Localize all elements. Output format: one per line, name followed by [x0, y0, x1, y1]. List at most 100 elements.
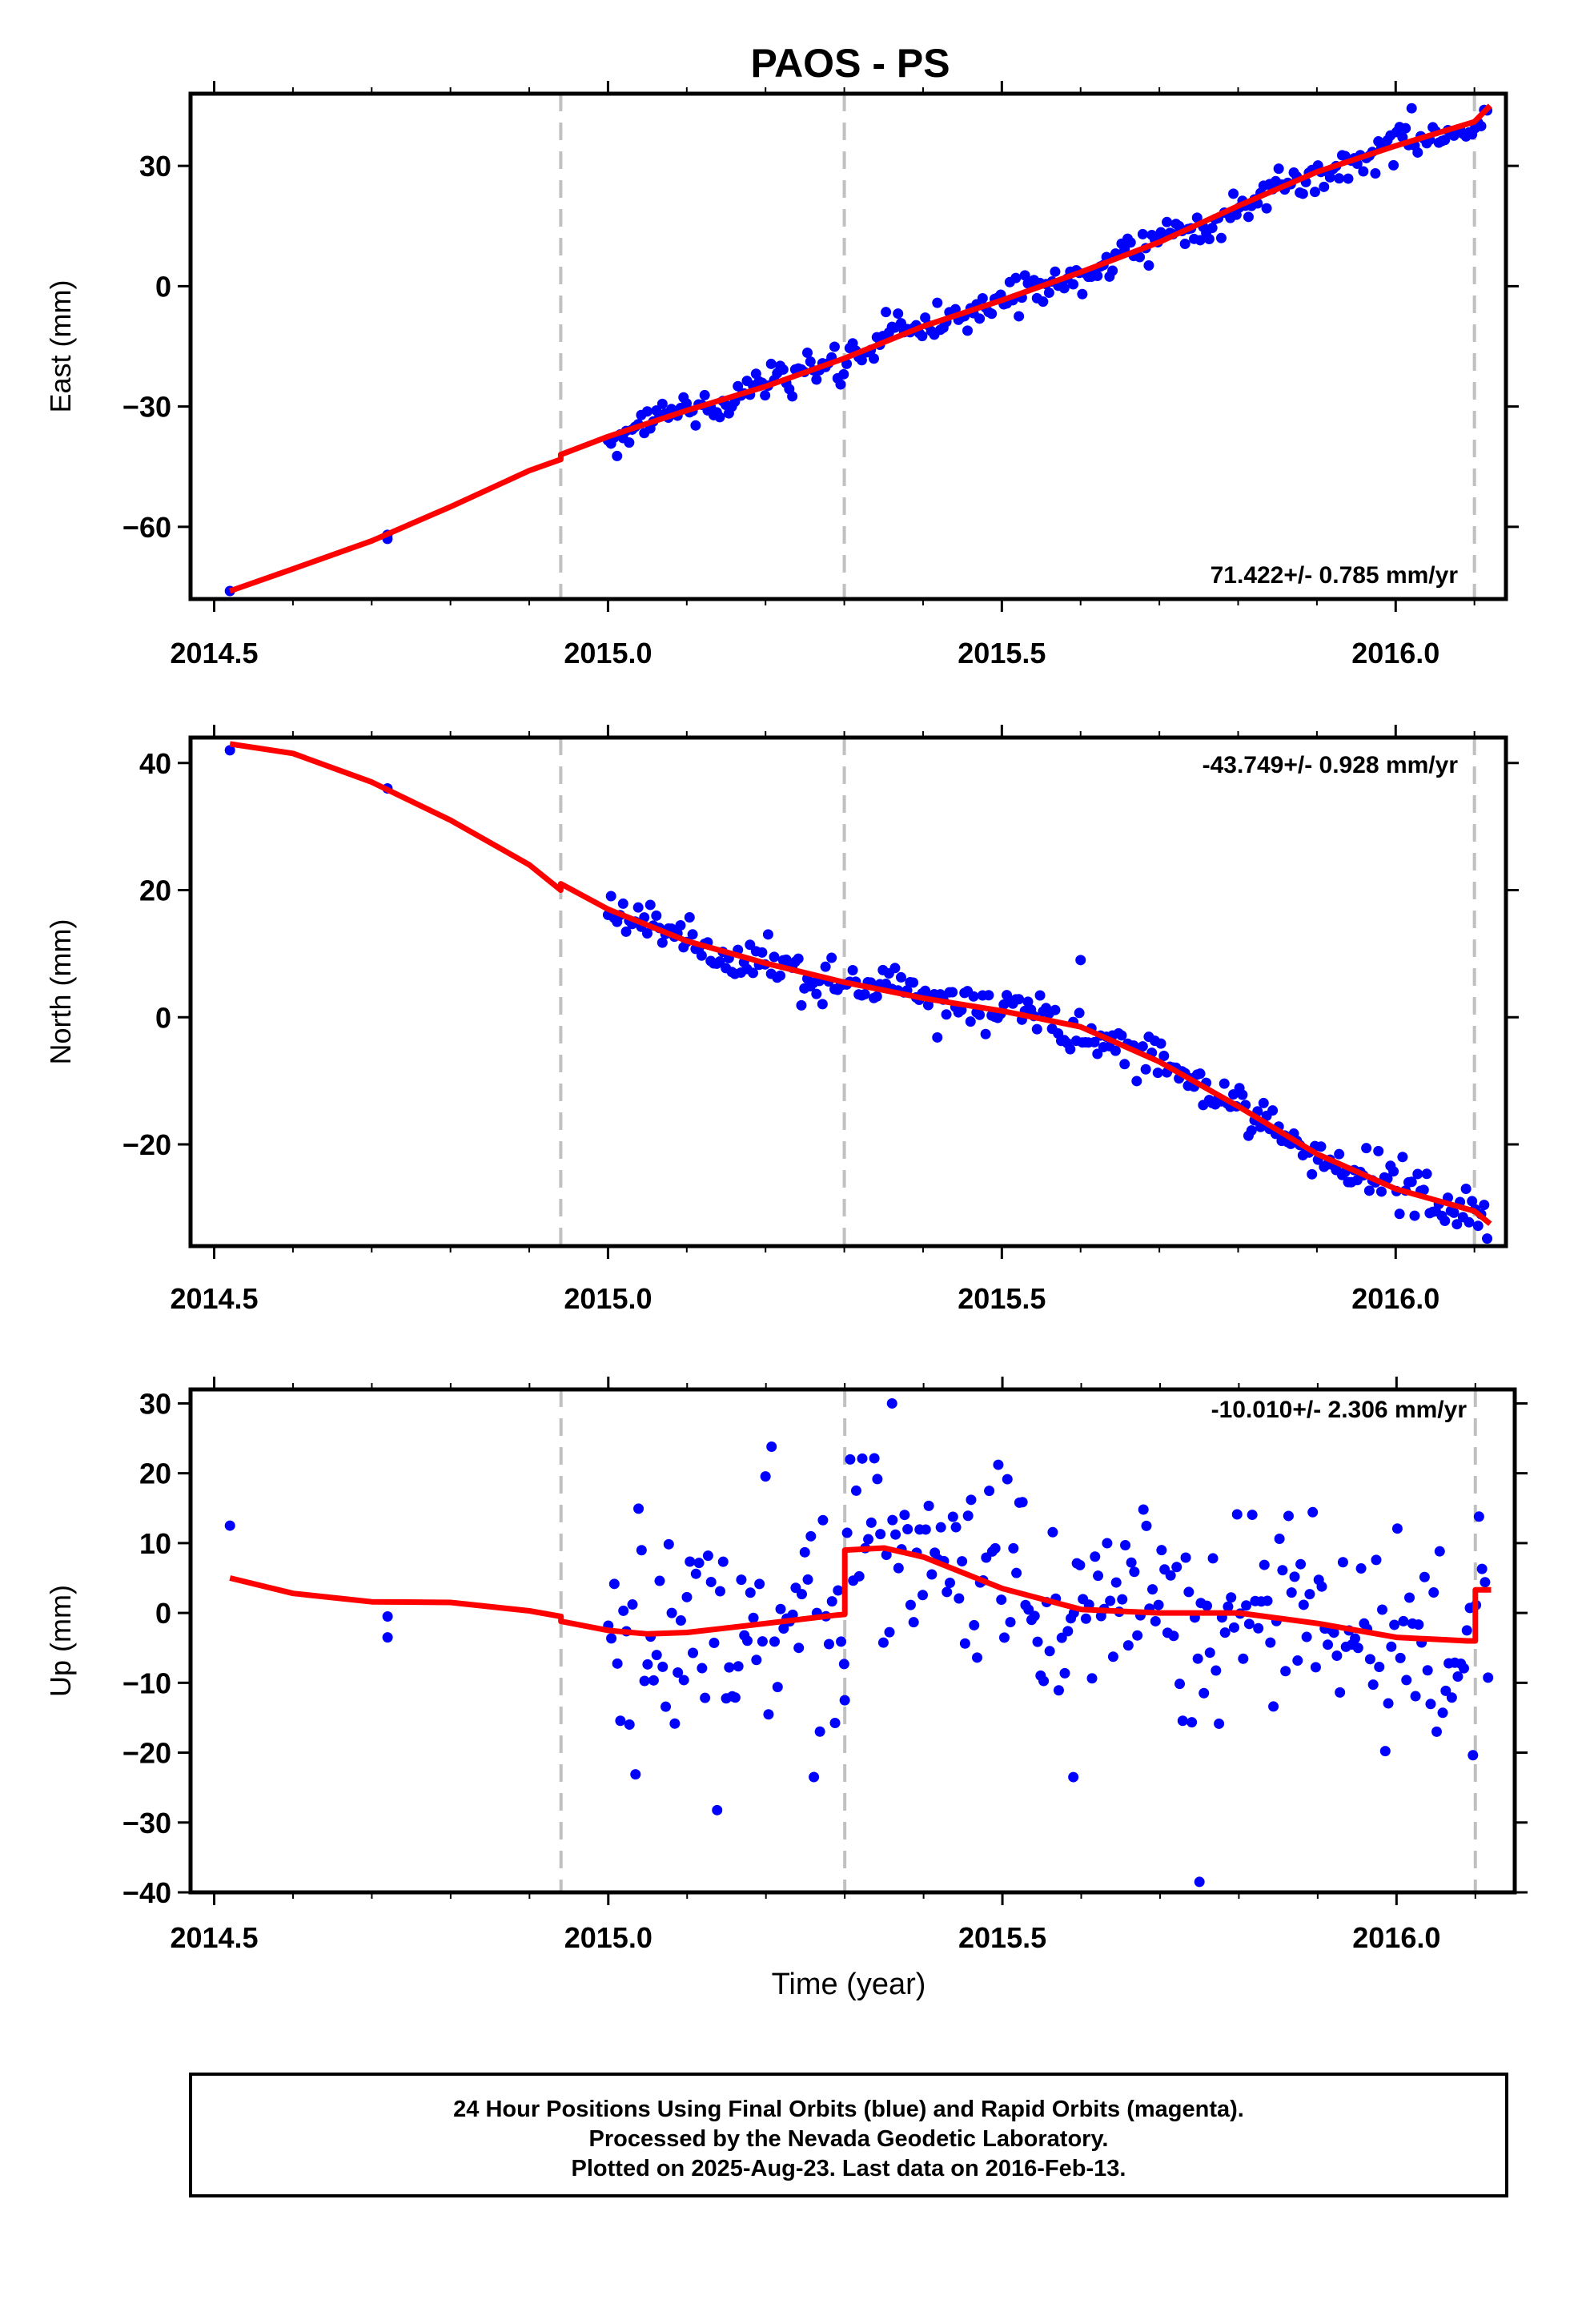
- data-point: [1207, 223, 1218, 234]
- data-point: [633, 1503, 644, 1514]
- data-point: [1273, 163, 1284, 175]
- data-point: [920, 985, 931, 996]
- data-point: [1238, 1653, 1249, 1664]
- y-tick-label: 10: [139, 1527, 171, 1560]
- data-point: [941, 1009, 952, 1020]
- data-point: [754, 1578, 765, 1590]
- figure-title: PAOS - PS: [750, 41, 950, 86]
- north-panel: 2014.5 2015.0 2015.5 2016.0 −20 0 20 40 North (m…: [44, 725, 1519, 1315]
- data-point: [1068, 279, 1079, 290]
- data-point: [1155, 1038, 1166, 1049]
- data-point: [675, 1615, 686, 1626]
- data-point: [642, 1659, 653, 1670]
- data-point: [1010, 272, 1022, 283]
- x-tick-label: 2015.5: [958, 1921, 1046, 1954]
- data-point: [661, 1701, 672, 1712]
- data-point: [675, 919, 686, 931]
- data-point: [1237, 1089, 1248, 1100]
- data-point: [1377, 1604, 1388, 1615]
- data-point: [969, 1619, 980, 1630]
- data-point: [1337, 1557, 1348, 1568]
- data-point: [1379, 1746, 1391, 1757]
- data-point: [1038, 296, 1049, 308]
- data-point: [681, 1591, 693, 1602]
- data-point: [1038, 1675, 1050, 1687]
- data-point: [1440, 1685, 1452, 1696]
- data-point: [1383, 1698, 1394, 1709]
- data-point: [811, 988, 822, 999]
- data-point: [681, 398, 693, 409]
- data-point: [947, 987, 958, 998]
- data-point: [1307, 1168, 1318, 1180]
- data-point: [1002, 1474, 1013, 1485]
- data-point: [1080, 1613, 1091, 1624]
- data-point: [1214, 1718, 1225, 1729]
- data-point: [1316, 1581, 1327, 1592]
- data-point: [1277, 1565, 1288, 1576]
- east-panel: 2014.5 2015.0 2015.5 2016.0 −60 −30 0 30 East (m…: [44, 81, 1519, 669]
- data-point: [690, 420, 701, 431]
- y-tick-label: 30: [139, 1387, 171, 1420]
- data-point: [1289, 1571, 1300, 1582]
- data-point: [865, 1517, 877, 1528]
- data-point: [796, 1589, 807, 1600]
- data-point: [805, 1530, 817, 1542]
- data-point: [838, 368, 849, 380]
- y-tick-label: −40: [122, 1876, 171, 1909]
- data-point: [636, 1545, 647, 1556]
- data-point: [1075, 955, 1086, 966]
- x-axis-label: Time (year): [772, 1968, 926, 2001]
- data-point: [762, 929, 773, 940]
- data-point: [809, 1771, 820, 1783]
- data-point: [644, 899, 656, 911]
- data-point: [717, 1556, 729, 1567]
- plot-frame: [188, 735, 1508, 1248]
- data-point: [1473, 1511, 1484, 1522]
- data-point: [811, 374, 822, 385]
- data-point: [729, 1692, 741, 1703]
- data-point: [742, 1635, 753, 1647]
- rate-label: -43.749+/- 0.928 mm/yr: [1203, 752, 1459, 778]
- data-point: [1143, 260, 1154, 271]
- data-point: [1056, 1632, 1067, 1643]
- data-point: [977, 292, 988, 304]
- data-point: [1304, 1589, 1315, 1600]
- data-point: [793, 953, 804, 964]
- x-tick-label: 2014.5: [170, 1921, 258, 1954]
- data-point: [1358, 166, 1369, 177]
- model-line: [229, 741, 1492, 1226]
- data-point: [639, 1675, 650, 1687]
- data-point: [905, 1599, 916, 1610]
- data-point: [687, 929, 698, 940]
- data-point: [733, 1661, 744, 1672]
- data-point: [859, 988, 870, 999]
- data-point: [1090, 1551, 1101, 1562]
- data-point: [998, 1632, 1010, 1643]
- data-point: [1243, 1618, 1255, 1630]
- data-point: [1126, 1557, 1137, 1568]
- data-point: [1158, 1050, 1170, 1061]
- data-point: [920, 1524, 931, 1535]
- data-point: [1043, 287, 1054, 299]
- data-point: [1315, 1141, 1327, 1152]
- data-point: [1437, 1707, 1448, 1719]
- data-point: [1204, 1647, 1215, 1659]
- x-tick-label: 2014.5: [170, 1282, 258, 1315]
- y-tick-label: −20: [122, 1128, 171, 1161]
- data-point: [972, 1652, 983, 1663]
- data-point: [1156, 1545, 1167, 1556]
- data-point: [1219, 1078, 1230, 1089]
- data-point: [778, 1622, 789, 1634]
- x-tick-label: 2015.5: [958, 637, 1046, 669]
- data-point: [1391, 1523, 1403, 1534]
- data-point: [877, 1637, 889, 1648]
- data-point: [833, 1585, 844, 1596]
- data-point: [829, 341, 840, 352]
- data-point: [714, 956, 725, 967]
- data-point: [1152, 1068, 1163, 1079]
- data-point: [1005, 1617, 1016, 1628]
- data-point: [887, 1514, 898, 1526]
- data-point: [1298, 1599, 1309, 1610]
- data-point: [1258, 1097, 1269, 1108]
- data-point: [1261, 203, 1272, 214]
